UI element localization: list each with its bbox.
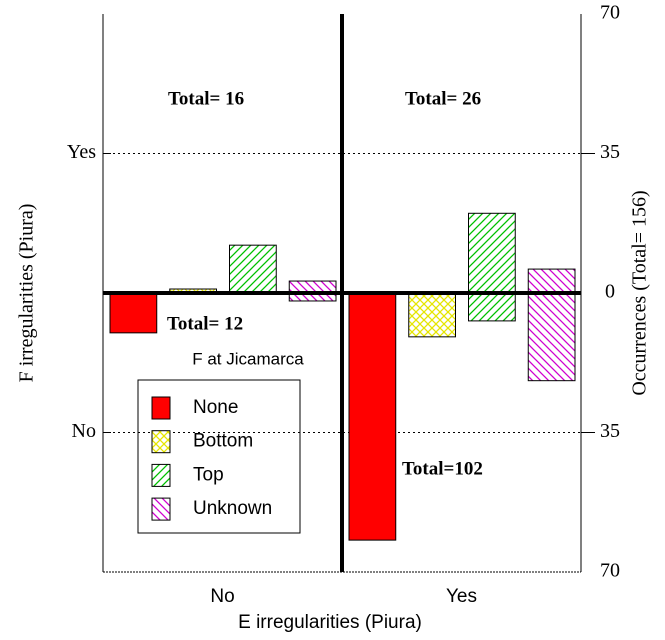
x-tick-label: Yes — [446, 586, 477, 607]
x-axis-label: E irregularities (Piura) — [238, 612, 422, 633]
bar — [229, 244, 277, 294]
bar — [408, 292, 456, 338]
row-label: Yes — [67, 141, 96, 163]
legend-label: Top — [193, 464, 224, 485]
total-annotation: Total= 26 — [405, 88, 481, 109]
legend-swatch — [151, 430, 171, 454]
x-tick-label: No — [210, 586, 234, 607]
bar — [109, 292, 158, 334]
y2-tick-label: 70 — [600, 2, 620, 24]
y2-tick-label: 70 — [600, 560, 620, 582]
legend-label: Unknown — [193, 498, 272, 519]
legend-label: None — [193, 397, 238, 418]
row-label: No — [72, 420, 96, 442]
bar — [468, 292, 516, 322]
y2-tick-label: 35 — [600, 141, 620, 163]
bar — [527, 292, 576, 382]
legend-swatch — [151, 396, 171, 420]
legend-swatch — [151, 463, 171, 487]
bar — [348, 292, 397, 541]
y-axis-label: F irregularities (Piura) — [16, 204, 38, 383]
chart-title: F at Jicamarca — [192, 349, 304, 368]
legend-label: Bottom — [193, 431, 253, 452]
bar — [527, 268, 576, 294]
total-annotation: Total=102 — [402, 458, 483, 479]
y2-axis-label: Occurrences (Total= 156) — [629, 190, 651, 395]
total-annotation: Total= 12 — [167, 313, 243, 334]
y2-tick-label: 35 — [600, 420, 620, 442]
bar — [468, 212, 516, 294]
total-annotation: Total= 16 — [168, 88, 244, 109]
legend-swatch — [151, 497, 171, 521]
y2-tick-label: 0 — [605, 281, 615, 303]
